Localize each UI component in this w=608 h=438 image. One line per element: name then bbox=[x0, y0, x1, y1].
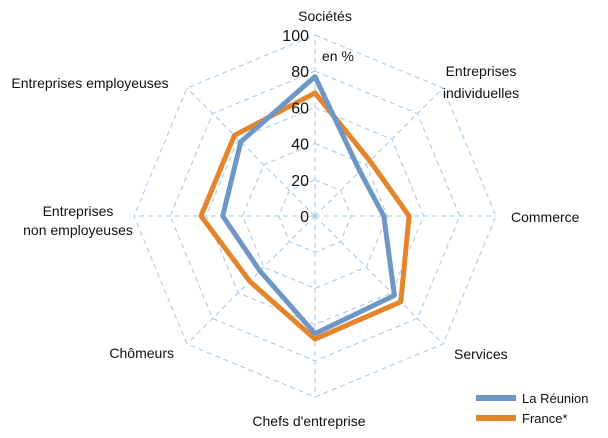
r-tick-label: 100 bbox=[282, 28, 309, 45]
grid-ring-2 bbox=[242, 143, 388, 289]
grid-spoke-4 bbox=[314, 215, 444, 345]
r-tick-label: 20 bbox=[291, 173, 309, 190]
grid-ring-5 bbox=[133, 34, 497, 398]
category-label: Sociétés bbox=[298, 8, 352, 24]
legend: La Réunion France* bbox=[476, 391, 589, 426]
grid-spoke-2 bbox=[314, 87, 444, 217]
grid-ring-3 bbox=[205, 106, 425, 326]
radial-ticks: 0 20 40 60 80 100 bbox=[282, 28, 309, 226]
category-label: Entreprises individuelles bbox=[443, 63, 519, 101]
r-tick-label: 40 bbox=[291, 137, 309, 154]
category-label: Commerce bbox=[511, 209, 580, 225]
series-line-2 bbox=[198, 90, 412, 342]
r-tick-label: 60 bbox=[291, 100, 309, 117]
grid-spoke-8 bbox=[186, 87, 316, 217]
category-labels: Sociétés Entreprises individuelles Commerce… bbox=[11, 8, 579, 429]
r-tick-label: 0 bbox=[300, 209, 309, 226]
category-label: Services bbox=[454, 346, 508, 362]
unit-label: en % bbox=[322, 48, 354, 64]
radar-series bbox=[198, 74, 412, 342]
r-tick-label: 80 bbox=[291, 64, 309, 81]
category-label: Entreprises non employeuses bbox=[23, 203, 133, 238]
legend-label: La Réunion bbox=[522, 391, 589, 406]
category-label: Chefs d'entreprise bbox=[252, 413, 365, 429]
category-label: Entreprises employeuses bbox=[11, 75, 168, 91]
category-label: Chômeurs bbox=[109, 345, 174, 361]
series-line-1 bbox=[220, 74, 397, 337]
legend-label: France* bbox=[522, 411, 568, 426]
radar-grid bbox=[133, 34, 497, 398]
